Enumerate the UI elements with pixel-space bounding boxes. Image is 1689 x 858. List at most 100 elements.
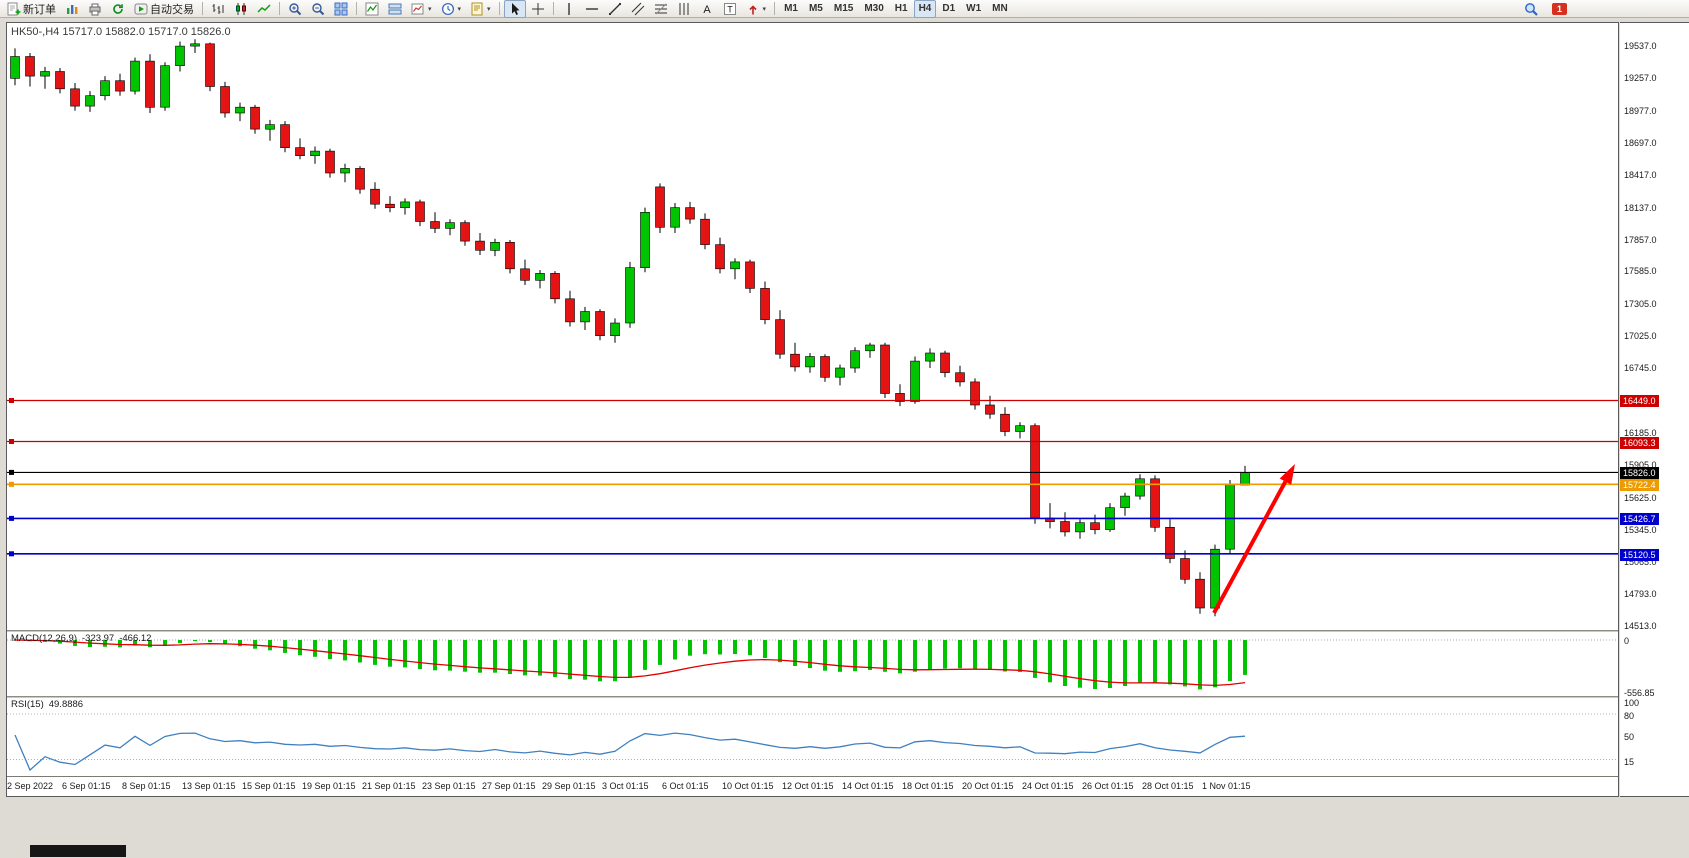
price-scale[interactable]: 19537.0 19257.0 18977.0 18697.0 18417.0 18137… — [1620, 22, 1689, 797]
toolbar-new-chart-button[interactable]: ▾ — [407, 0, 436, 18]
minimized-window-bar[interactable] — [30, 845, 126, 857]
rsi-name: RSI(15) — [11, 699, 44, 710]
toolbar-templates-button[interactable]: ▾ — [466, 0, 495, 18]
price-tick-label: 14793.0 — [1624, 589, 1657, 599]
trend-arrow — [1212, 464, 1295, 614]
dropdown-caret-icon: ▾ — [457, 5, 462, 13]
timeframe-m1-button[interactable]: M1 — [784, 3, 798, 14]
arrow-tool-icon — [746, 2, 760, 16]
toolbar-search-button[interactable] — [1520, 0, 1542, 18]
toolbar-candlestick-mode-button[interactable] — [230, 0, 252, 18]
price-tick-label: 17305.0 — [1624, 299, 1657, 309]
toolbar-auto-arrange-button[interactable] — [384, 0, 406, 18]
toolbar-horizontal-line-button[interactable] — [581, 0, 603, 18]
toolbar-line-chart-mode-button[interactable] — [253, 0, 275, 18]
chart-window[interactable]: HK50-,H4 15717.0 15882.0 15717.0 15826.0… — [6, 22, 1619, 797]
timeframe-d1-button[interactable]: D1 — [942, 3, 956, 14]
trendline-icon — [608, 2, 622, 16]
rsi-scale-label: 80 — [1624, 711, 1635, 721]
toolbar-periodicity-button[interactable]: ▾ — [437, 0, 466, 18]
channel-icon — [631, 2, 645, 16]
toolbar-tile-windows-button[interactable] — [330, 0, 352, 18]
price-tick-label: 16185.0 — [1624, 428, 1657, 438]
arrange-icon — [388, 2, 402, 16]
toolbar-bar-chart-mode-button[interactable] — [207, 0, 229, 18]
price-badge-16093.3: 16093.3 — [1620, 437, 1659, 449]
price-tick-label: 15345.0 — [1624, 525, 1657, 535]
timeframe-h1-button[interactable]: H1 — [894, 3, 908, 14]
time-axis-label: 6 Oct 01:15 — [662, 781, 709, 791]
text-a-icon: A — [700, 2, 714, 16]
toolbar-print-button[interactable] — [84, 0, 106, 18]
macd-pane[interactable] — [7, 632, 1618, 696]
timeframe-w1-button[interactable]: W1 — [966, 3, 982, 14]
macd-histogram — [13, 640, 1247, 690]
price-tick-label: 18137.0 — [1624, 203, 1657, 213]
toolbar-cursor-button[interactable] — [503, 0, 526, 18]
toolbar-refresh-button[interactable] — [107, 0, 129, 18]
toolbar-new-order-button[interactable]: 新订单 — [3, 0, 60, 18]
macd-signal-line — [14, 639, 1246, 687]
autotrade-icon — [134, 2, 148, 16]
time-axis-label: 29 Sep 01:15 — [542, 781, 596, 791]
time-axis-label: 6 Sep 01:15 — [62, 781, 111, 791]
toolbar-cycle-lines-button[interactable] — [673, 0, 695, 18]
toolbar-indicators-button[interactable] — [361, 0, 383, 18]
rsi-label: RSI(15) 49.8886 — [11, 699, 88, 710]
toolbar-separator — [279, 2, 280, 15]
rsi-scale-label: 100 — [1624, 698, 1640, 708]
svg-text:A: A — [703, 4, 711, 16]
toolbar-zoom-out-button[interactable] — [307, 0, 329, 18]
price-tick-label: 19537.0 — [1624, 41, 1657, 51]
timeframe-h4-button[interactable]: H4 — [913, 0, 937, 18]
time-axis-label: 19 Sep 01:15 — [302, 781, 356, 791]
toolbar-text-label-button[interactable]: T — [719, 0, 741, 18]
macd-signal-value: -466.12 — [119, 633, 152, 644]
horizontal-lines-layer — [7, 398, 1618, 557]
main-chart-pane[interactable] — [7, 23, 1618, 630]
cycles-icon — [677, 2, 691, 16]
notification-count-badge: 1 — [1552, 2, 1567, 15]
toolbar-separator — [774, 2, 776, 15]
time-axis-label: 13 Sep 01:15 — [182, 781, 236, 791]
pane-separator[interactable] — [7, 696, 1618, 698]
rsi-pane[interactable] — [7, 698, 1618, 776]
pane-separator[interactable] — [7, 630, 1618, 632]
dropdown-caret-icon: ▾ — [487, 5, 491, 13]
hline-icon — [585, 2, 599, 16]
toolbar-equidistant-channel-button[interactable] — [627, 0, 649, 18]
toolbar-fibonacci-retracement-button[interactable] — [650, 0, 672, 18]
toolbar-notifications-button[interactable]: 1 — [1548, 0, 1571, 18]
toolbar-text-button[interactable]: A — [696, 0, 718, 18]
timeframe-m5-button[interactable]: M5 — [808, 3, 823, 14]
charts-grid-icon — [65, 2, 79, 16]
timeframe-m15-button[interactable]: M15 — [833, 3, 854, 14]
toolbar-separator — [498, 2, 500, 15]
search-icon — [1524, 2, 1538, 16]
price-tick-label: 16745.0 — [1624, 363, 1657, 373]
price-tick-label: 15905.0 — [1624, 460, 1657, 470]
toolbar-auto-trading-button[interactable]: 自动交易 — [130, 0, 198, 18]
time-axis[interactable]: 2 Sep 2022 6 Sep 01:15 8 Sep 01:15 13 Sep 0… — [7, 776, 1618, 796]
toolbar-right-group: 1 — [1520, 0, 1571, 18]
toolbar-arrow-objects-button[interactable]: ▾ — [742, 0, 771, 18]
toolbar-trendline-button[interactable] — [604, 0, 626, 18]
macd-label: MACD(12,26,9) -323.97 -466.12 — [11, 633, 156, 644]
macd-name: MACD(12,26,9) — [11, 633, 77, 644]
timeframe-mn-button[interactable]: MN — [992, 3, 1008, 14]
cursor-icon — [508, 2, 522, 16]
toolbar-crosshair-button[interactable] — [527, 0, 549, 18]
time-axis-label: 26 Oct 01:15 — [1082, 781, 1134, 791]
price-badge-15826.0: 15826.0 — [1620, 467, 1659, 479]
refresh-icon — [111, 2, 125, 16]
dropdown-caret-icon: ▾ — [762, 5, 767, 13]
toolbar-zoom-in-button[interactable] — [284, 0, 306, 18]
macd-scale-label: 0 — [1624, 636, 1630, 646]
toolbar-charts-grid-button[interactable] — [61, 0, 83, 18]
time-axis-label: 18 Oct 01:15 — [902, 781, 954, 791]
timeframe-m30-button[interactable]: M30 — [864, 3, 884, 14]
toolbar-vertical-line-button[interactable] — [558, 0, 580, 18]
rsi-line — [14, 732, 1246, 772]
price-badge-15722.4: 15722.4 — [1620, 479, 1659, 491]
price-tick-label: 18977.0 — [1624, 106, 1657, 116]
